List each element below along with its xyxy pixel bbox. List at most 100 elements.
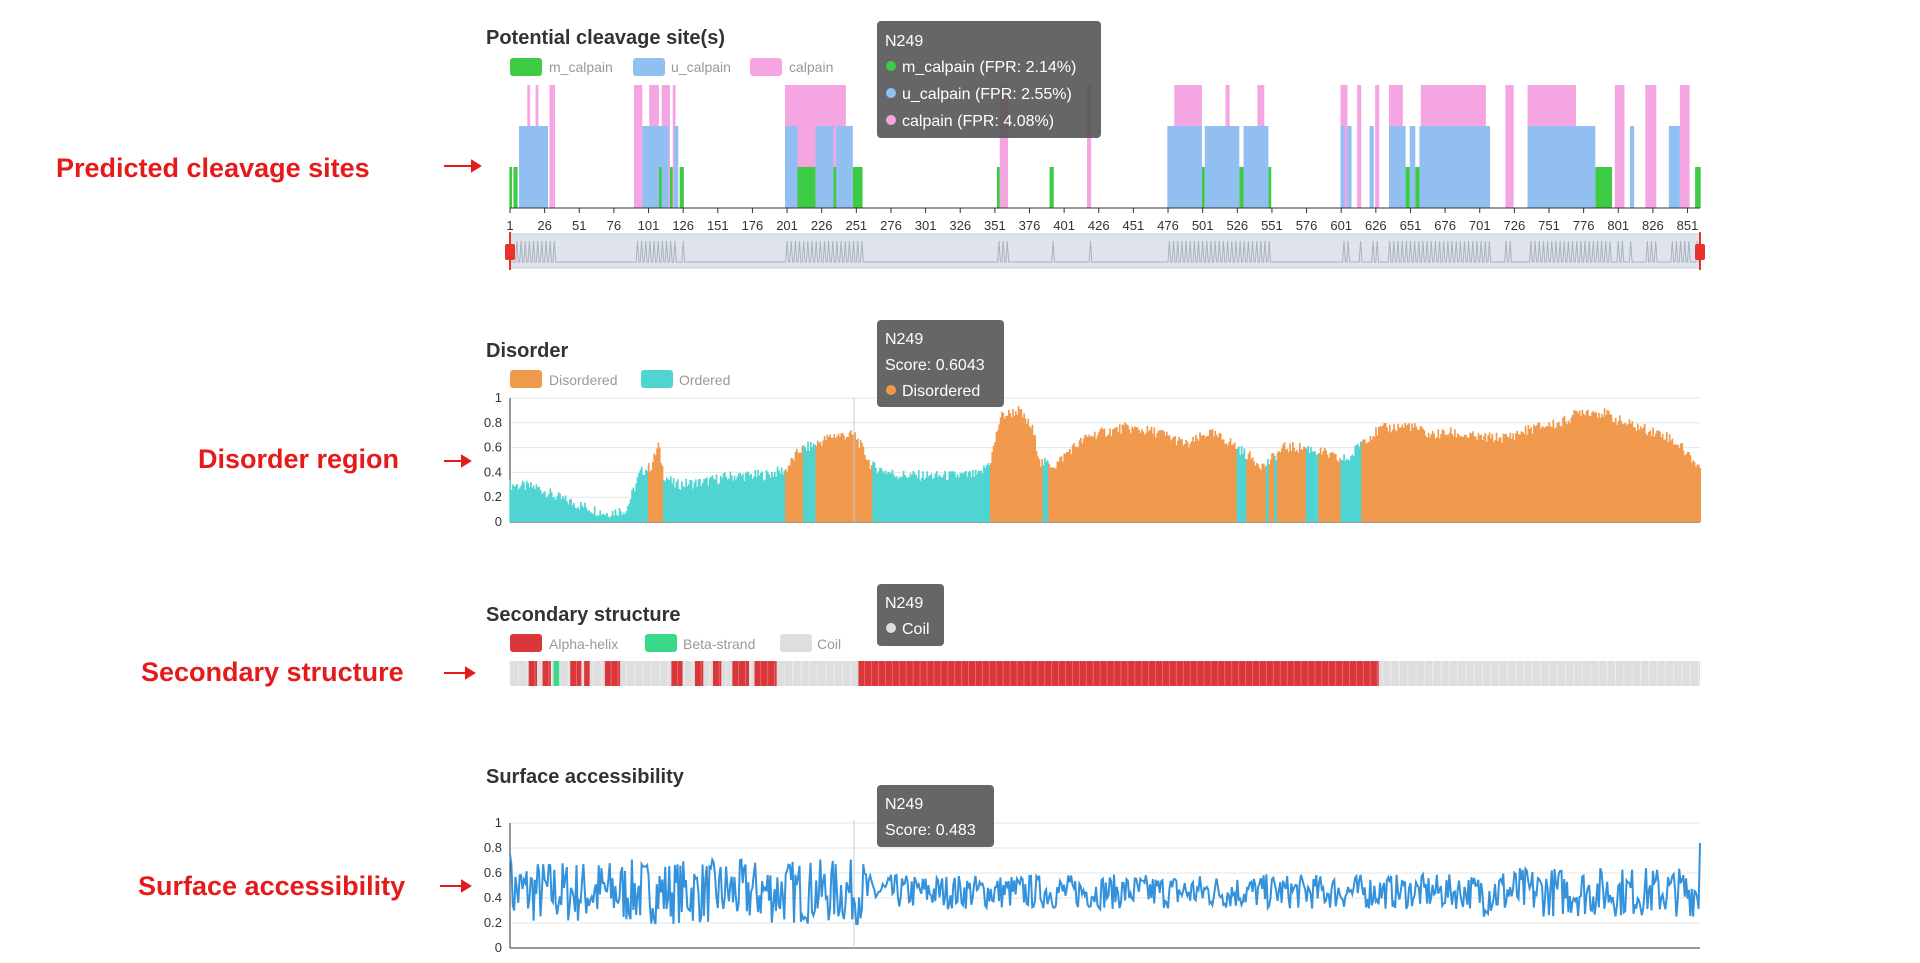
zoom-handle-left[interactable] <box>505 244 515 260</box>
disordered-bar <box>1056 461 1059 522</box>
legend-label-ordered[interactable]: Ordered <box>679 372 730 388</box>
disordered-bar <box>1481 439 1484 522</box>
disordered-bar <box>1663 440 1665 522</box>
arrowhead-disorder <box>461 454 472 468</box>
ordered-bar <box>880 468 883 522</box>
x-tick-label: 76 <box>607 218 621 233</box>
x-tick-label: 576 <box>1296 218 1318 233</box>
disordered-bar <box>1541 426 1544 522</box>
surface-tooltip: N249 Score: 0.483 <box>877 785 994 847</box>
disordered-bar <box>1225 443 1228 522</box>
disordered-bar <box>1429 437 1431 522</box>
ordered-bar <box>556 496 559 522</box>
disordered-bar <box>1523 434 1526 522</box>
disordered-bar <box>1246 459 1248 522</box>
legend-swatch-disordered[interactable] <box>510 370 542 388</box>
ordered-bar <box>886 473 888 522</box>
zoom-slider[interactable] <box>505 232 1705 270</box>
ordered-bar <box>582 507 585 522</box>
legend-label-disordered[interactable]: Disordered <box>549 372 617 388</box>
legend-swatch-u-calpain[interactable] <box>633 58 665 76</box>
disordered-bar <box>1292 442 1294 522</box>
disordered-bar <box>1404 422 1406 522</box>
secondary-tooltip-state: Coil <box>902 621 930 638</box>
ordered-bar <box>736 476 739 522</box>
legend-swatch-alpha-helix[interactable] <box>510 634 542 652</box>
ordered-bar <box>606 512 608 522</box>
disordered-bar <box>1502 433 1505 522</box>
disorder-y-tick-label: 0.4 <box>484 464 502 479</box>
ordered-bar <box>775 476 777 522</box>
ordered-bar <box>920 477 923 522</box>
disordered-bar <box>1068 449 1071 522</box>
disordered-bar <box>1490 438 1492 522</box>
ordered-bar <box>603 514 606 522</box>
disordered-bar <box>1123 425 1125 522</box>
disordered-bar <box>1402 427 1405 522</box>
legend-label-m-calpain[interactable]: m_calpain <box>549 59 613 75</box>
ordered-bar <box>545 497 548 522</box>
disordered-bar <box>1431 431 1434 522</box>
ordered-bar <box>642 474 644 522</box>
disordered-bar <box>653 453 656 522</box>
disordered-bar <box>1678 447 1681 522</box>
legend-label-beta-strand[interactable]: Beta-strand <box>683 636 755 652</box>
zoom-handle-right[interactable] <box>1695 244 1705 260</box>
ordered-bar <box>1243 448 1246 522</box>
ordered-bar <box>807 441 809 522</box>
surface-grid: 0 0.2 0.4 0.6 0.8 1 <box>484 815 1700 955</box>
secondary-legend[interactable]: Alpha-helix Beta-strand Coil <box>510 634 841 652</box>
legend-swatch-ordered[interactable] <box>641 370 673 388</box>
ordered-bar <box>604 514 607 522</box>
disorder-legend[interactable]: Disordered Ordered <box>510 370 730 388</box>
ordered-bar <box>534 489 536 522</box>
legend-swatch-beta-strand[interactable] <box>645 634 677 652</box>
ordered-bar <box>812 443 815 522</box>
disordered-bar <box>1545 426 1548 522</box>
zoom-slider-track[interactable] <box>509 233 1701 269</box>
legend-label-coil[interactable]: Coil <box>817 636 841 652</box>
disordered-bar <box>1634 427 1636 522</box>
disordered-bar <box>869 468 872 522</box>
disordered-bar <box>1652 427 1654 522</box>
ordered-bar <box>710 476 712 522</box>
disordered-bar <box>1196 438 1199 522</box>
disordered-bar <box>1037 456 1039 522</box>
disordered-bar <box>1280 448 1283 522</box>
legend-label-u-calpain[interactable]: u_calpain <box>671 59 731 75</box>
disordered-bar <box>1298 442 1301 522</box>
disordered-bar <box>1262 463 1265 522</box>
disordered-bar <box>1160 430 1163 522</box>
ordered-bar <box>541 493 543 522</box>
disordered-bar <box>1008 409 1010 522</box>
side-label-secondary: Secondary structure <box>141 657 404 687</box>
m-calpain-bar <box>1405 167 1410 208</box>
ordered-bar <box>1046 459 1049 522</box>
legend-swatch-coil[interactable] <box>780 634 812 652</box>
disordered-bar <box>1563 415 1566 522</box>
cleavage-legend[interactable]: m_calpain u_calpain calpain <box>510 58 833 76</box>
ordered-bar <box>681 481 683 522</box>
legend-swatch-m-calpain[interactable] <box>510 58 542 76</box>
cleavage-tooltip-item-c: calpain (FPR: 4.08%) <box>902 113 1054 130</box>
ordered-bar <box>726 479 729 522</box>
disordered-bar <box>1636 423 1639 522</box>
ordered-bar <box>1314 451 1316 522</box>
disorder-chart: Disorder Disordered Ordered 0 0.2 0.4 0.6 0.… <box>484 320 1701 529</box>
legend-label-calpain[interactable]: calpain <box>789 59 833 75</box>
disordered-bar <box>1221 439 1224 522</box>
ordered-bar <box>549 488 552 522</box>
disordered-bar <box>1319 447 1322 522</box>
disordered-bar <box>1562 417 1564 522</box>
disordered-bar <box>991 452 994 522</box>
disordered-bar <box>1610 414 1613 522</box>
legend-swatch-calpain[interactable] <box>750 58 782 76</box>
ordered-bar <box>1350 456 1352 522</box>
m-calpain-bar <box>833 167 837 208</box>
disordered-bar <box>1177 440 1179 522</box>
disordered-bar <box>1279 452 1282 522</box>
ordered-bar <box>944 470 946 522</box>
ordered-bar <box>1239 454 1242 522</box>
legend-label-alpha-helix[interactable]: Alpha-helix <box>549 636 618 652</box>
ordered-bar <box>578 509 581 522</box>
